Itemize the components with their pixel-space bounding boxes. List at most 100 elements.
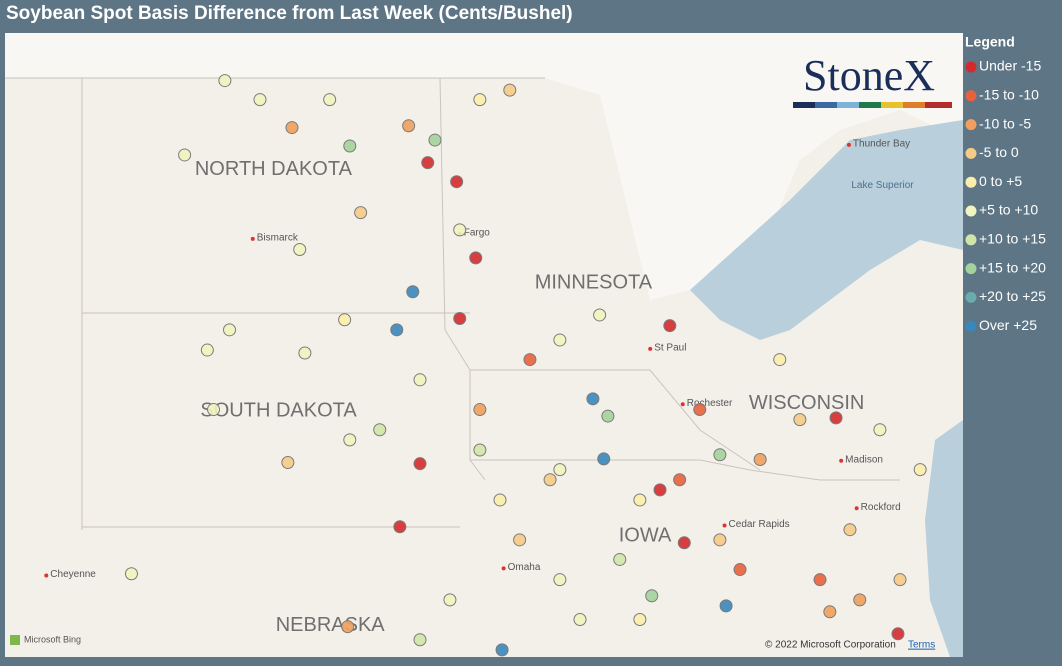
basis-point [450,175,464,189]
city-label: Thunder Bay [853,138,910,149]
lake-michigan [925,420,963,657]
basis-point [343,139,357,153]
city-label: St Paul [654,343,686,354]
city-marker [846,142,851,147]
basis-point [473,403,487,417]
city-marker [722,523,727,528]
legend-swatch [965,176,977,188]
bing-attribution: Microsoft Bing [24,634,81,644]
state-label: IOWA [619,525,672,547]
city-label: Cheyenne [50,569,96,580]
legend-swatch [965,61,977,73]
legend-swatch [965,147,977,159]
basis-point [829,411,843,425]
legend-label: +20 to +25 [979,288,1046,304]
basis-point [421,156,435,170]
legend-swatch [965,90,977,102]
legend-title: Legend [965,34,1015,50]
state-label: NORTH DAKOTA [195,158,353,180]
canada [5,33,545,78]
legend-swatch [965,205,977,217]
basis-point [633,613,647,627]
basis-point [200,343,214,357]
basis-point [753,453,767,467]
city-marker [680,402,685,407]
city-marker [648,346,653,351]
basis-point [298,346,312,360]
basis-point [597,452,611,466]
state-label: SOUTH DAKOTA [200,400,357,422]
basis-point [713,448,727,462]
basis-point [323,93,337,107]
basis-point [428,133,442,147]
state-label: WISCONSIN [749,392,865,414]
legend-swatch [965,291,977,303]
basis-point [453,312,467,326]
basis-point [413,373,427,387]
legend-swatch [965,119,977,131]
basis-point [677,536,691,550]
basis-point [124,567,138,581]
state-label: MINNESOTA [535,272,653,294]
basis-point [613,552,627,566]
city-label: Rockford [861,502,901,513]
legend-label: -5 to 0 [979,144,1019,160]
legend-label: +15 to +20 [979,259,1046,275]
basis-point [813,573,827,587]
legend-swatch [965,234,977,246]
basis-point [281,455,295,469]
basis-point [793,413,807,427]
basis-point [553,573,567,587]
legend-label: Under -15 [979,58,1041,74]
basis-point [733,563,747,577]
state-label: NEBRASKA [276,614,386,636]
legend-label: -15 to -10 [979,87,1039,103]
basis-point [593,308,607,322]
city-label: Bismarck [257,232,299,243]
basis-point [341,620,355,634]
basis-point [223,323,237,337]
basis-point [553,333,567,347]
basis-point [513,533,527,547]
basis-point [285,121,299,135]
basis-point [473,443,487,457]
water-label: Lake Superior [851,180,914,191]
basis-point [543,473,557,487]
lake-superior [690,120,963,340]
legend-label: +10 to +15 [979,231,1046,247]
basis-point [891,627,905,641]
terms-link[interactable]: Terms [908,640,935,651]
basis-point [473,93,487,107]
logo: StoneX [803,51,935,100]
basis-point [338,313,352,327]
city-label: Omaha [508,562,541,573]
city-label: Madison [845,454,883,465]
basis-point [178,148,192,162]
basis-point [633,493,647,507]
map[interactable]: NORTH DAKOTA SOUTH DAKOTA MINNESOTA WISCONS… [5,33,963,657]
basis-point [207,403,221,417]
city-marker [44,573,49,578]
city-marker [839,458,844,463]
basis-point [893,573,907,587]
basis-point [913,463,927,477]
basis-point [823,605,837,619]
logo-bar [793,102,952,108]
legend-swatch [965,320,977,332]
bing-logo [10,635,20,645]
borders [5,77,900,530]
legend-swatch [965,263,977,275]
basis-point [453,223,467,237]
copyright: © 2022 Microsoft Corporation [765,640,896,651]
basis-point [354,206,368,220]
basis-point [390,323,404,337]
basis-point [413,633,427,647]
basis-point [719,599,733,613]
city-label: Rochester [687,398,733,409]
legend-label: 0 to +5 [979,173,1022,189]
basis-point [393,520,407,534]
legend-label: -10 to -5 [979,115,1031,131]
basis-point [773,353,787,367]
basis-point [713,533,727,547]
